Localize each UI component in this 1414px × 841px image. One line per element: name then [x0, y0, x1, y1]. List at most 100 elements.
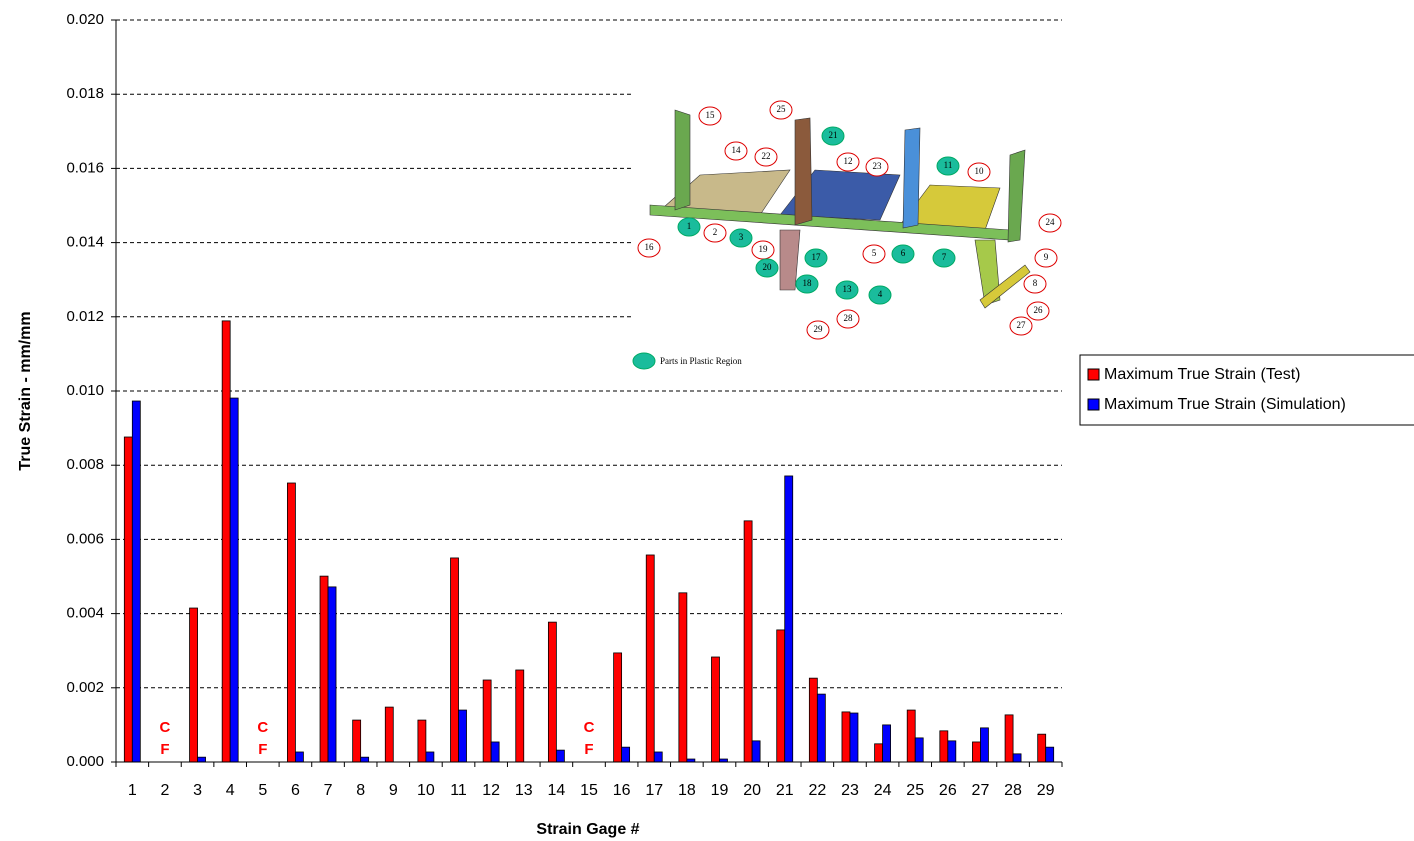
callout-label: 13: [843, 284, 853, 294]
callout-label: 7: [942, 252, 947, 262]
bar: [809, 678, 817, 762]
bar: [385, 707, 393, 762]
bar: [361, 757, 369, 762]
y-tick-label: 0.016: [66, 159, 104, 176]
annotation: F: [584, 741, 593, 758]
bar: [980, 728, 988, 762]
y-tick-label: 0.012: [66, 308, 104, 325]
y-tick-label: 0.020: [66, 11, 104, 28]
bar: [940, 731, 948, 762]
x-tick-label: 14: [547, 782, 565, 799]
x-axis-title: Strain Gage #: [536, 821, 639, 838]
bar: [1046, 747, 1054, 762]
legend-label: Maximum True Strain (Test): [1104, 366, 1300, 383]
bar: [516, 670, 524, 762]
y-tick-label: 0.010: [66, 382, 104, 399]
y-tick-label: 0.006: [66, 530, 104, 547]
bar: [777, 630, 785, 762]
bar: [646, 555, 654, 762]
y-tick-label: 0.014: [66, 234, 104, 251]
x-tick-label: 29: [1037, 782, 1055, 799]
model-part: [675, 110, 690, 210]
x-tick-label: 15: [580, 782, 598, 799]
bar: [190, 608, 198, 762]
callout-label: 6: [901, 248, 906, 258]
callout-label: 11: [944, 160, 953, 170]
x-tick-label: 3: [193, 782, 202, 799]
bar: [1038, 734, 1046, 762]
y-tick-label: 0.018: [66, 85, 104, 102]
annotation: F: [258, 741, 267, 758]
bar: [198, 757, 206, 762]
bar: [785, 476, 793, 762]
bar: [948, 741, 956, 762]
bar: [907, 710, 915, 762]
model-part: [795, 118, 812, 225]
bar: [654, 752, 662, 762]
x-tick-label: 26: [939, 782, 957, 799]
callout-label: 8: [1033, 278, 1038, 288]
callout-label: 25: [777, 104, 787, 114]
x-tick-label: 25: [906, 782, 924, 799]
bar: [711, 657, 719, 762]
y-tick-label: 0.008: [66, 456, 104, 473]
callout-label: 21: [829, 130, 838, 140]
x-tick-label: 2: [160, 782, 169, 799]
chart: True Strain - mm/mm Strain Gage # 0.000 0…: [0, 0, 1414, 841]
y-tick-label: 0.004: [66, 605, 104, 622]
callout-label: 27: [1017, 320, 1027, 330]
x-tick-label: 24: [874, 782, 892, 799]
annotation: F: [160, 741, 169, 758]
callout-label: 29: [814, 324, 824, 334]
bar: [451, 558, 459, 762]
y-axis-title: True Strain - mm/mm: [17, 311, 34, 470]
callout-label: 12: [844, 156, 853, 166]
legend-label: Maximum True Strain (Simulation): [1104, 396, 1346, 413]
legend-swatch: [1088, 369, 1099, 380]
x-tick-label: 18: [678, 782, 696, 799]
annotation: C: [160, 719, 171, 736]
x-tick-label: 27: [972, 782, 990, 799]
x-tick-label: 12: [482, 782, 500, 799]
x-tick-label: 28: [1004, 782, 1022, 799]
x-tick-label: 23: [841, 782, 859, 799]
bar: [679, 593, 687, 762]
bar: [230, 398, 238, 762]
callout-label: 22: [762, 151, 771, 161]
bar: [915, 738, 923, 762]
y-tick-label: 0.002: [66, 679, 104, 696]
bar: [556, 750, 564, 762]
callout-label: 19: [759, 244, 769, 254]
bar: [752, 741, 760, 762]
callout-label: 14: [732, 145, 742, 155]
x-tick-label: 16: [613, 782, 631, 799]
callout-label: 20: [763, 262, 773, 272]
x-tick-label: 8: [356, 782, 365, 799]
legend-swatch: [1088, 399, 1099, 410]
x-tick-label: 22: [808, 782, 826, 799]
bar: [222, 321, 230, 762]
callout-label: 18: [803, 278, 813, 288]
bar: [287, 483, 295, 762]
inset-note: Parts in Plastic Region: [660, 356, 742, 366]
bar: [483, 680, 491, 762]
legend: Maximum True Strain (Test) Maximum True S…: [1080, 355, 1414, 425]
bar: [132, 401, 140, 762]
bar: [614, 653, 622, 762]
bar: [1005, 715, 1013, 762]
bar: [548, 622, 556, 762]
x-tick-label: 21: [776, 782, 794, 799]
annotation: C: [257, 719, 268, 736]
bar: [459, 710, 467, 762]
x-tick-label: 1: [128, 782, 137, 799]
bar: [418, 720, 426, 762]
bar: [491, 742, 499, 762]
callout-label: 4: [878, 289, 883, 299]
x-tick-label: 9: [389, 782, 398, 799]
bar: [320, 576, 328, 762]
callout-label: 9: [1044, 252, 1049, 262]
y-tick-label: 0.000: [66, 753, 104, 770]
bar: [850, 713, 858, 762]
bar: [842, 712, 850, 762]
